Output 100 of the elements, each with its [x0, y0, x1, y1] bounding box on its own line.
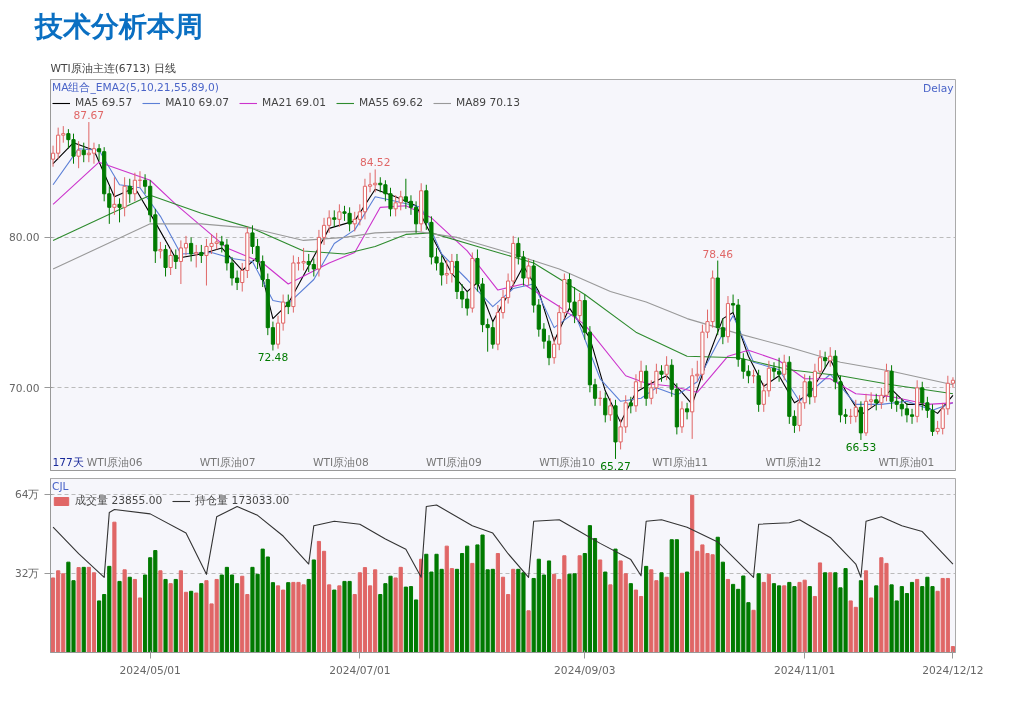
- bar: [613, 548, 618, 653]
- bar: [332, 589, 337, 653]
- annotation: WTI原油12: [765, 455, 822, 469]
- annotation: 87.67: [73, 109, 105, 123]
- annotation: 84.52: [359, 156, 391, 170]
- bar: [408, 586, 414, 653]
- bar: [915, 578, 920, 653]
- line-series: [52, 223, 954, 386]
- annotation: WTI原油11: [652, 455, 709, 469]
- bar: [526, 610, 531, 653]
- bar: [598, 559, 603, 653]
- candlestick: [81, 142, 86, 163]
- candlestick: [577, 292, 582, 323]
- bar: [603, 571, 608, 653]
- candlestick: [807, 375, 812, 405]
- bar: [659, 572, 664, 653]
- bar: [756, 573, 761, 653]
- legend-label: 成交量 23855.00: [75, 494, 163, 508]
- annotation: WTI原油08: [312, 455, 369, 469]
- x-tick-label: 2024/09/03: [554, 663, 616, 677]
- bar: [163, 578, 168, 653]
- bar: [771, 583, 777, 653]
- legend-label: MA10 69.07: [165, 96, 230, 109]
- candlestick: [173, 248, 178, 270]
- x-tick-label: 2024/12/12: [922, 663, 984, 677]
- bar: [633, 589, 639, 653]
- bar: [577, 555, 582, 653]
- bar: [587, 525, 593, 653]
- chart-title: 技术分析本周: [35, 9, 203, 45]
- candlestick: [664, 355, 669, 381]
- candlestick: [117, 197, 122, 223]
- candlestick: [168, 247, 173, 276]
- bar: [679, 572, 685, 653]
- candlestick: [163, 244, 168, 277]
- bar: [194, 592, 199, 653]
- candlestick: [76, 140, 81, 169]
- candlestick: [909, 408, 915, 425]
- candlestick: [199, 244, 204, 264]
- bar: [684, 571, 690, 653]
- x-tick-label: 2024/07/01: [329, 663, 391, 677]
- bar: [158, 570, 163, 653]
- candlestick: [413, 200, 419, 234]
- bar: [823, 572, 828, 653]
- candlestick: [771, 361, 777, 380]
- bar: [117, 580, 122, 653]
- bar: [664, 576, 669, 653]
- bar: [275, 585, 281, 653]
- legend-label: MA89 70.13: [455, 96, 520, 109]
- bar: [725, 578, 731, 653]
- bar: [362, 567, 368, 653]
- annotation: Delay: [922, 81, 954, 95]
- annotation: WTI原油01: [878, 455, 935, 469]
- candlestick: [904, 402, 910, 423]
- bar: [76, 567, 81, 653]
- candlestick: [122, 176, 127, 217]
- annotation: WTI原油10: [539, 455, 596, 469]
- candlestick: [684, 402, 690, 420]
- x-tick-label: 2024/11/01: [773, 663, 836, 677]
- y-tick-label: 64万: [14, 488, 40, 502]
- candlestick: [823, 351, 828, 369]
- bar: [858, 580, 863, 653]
- chart-subtitle: WTI原油主连(6713) 日线: [50, 61, 176, 75]
- line-series: [52, 194, 954, 395]
- candlestick: [301, 247, 306, 271]
- bar: [644, 565, 649, 653]
- candlestick: [337, 203, 342, 228]
- bar: [909, 581, 915, 653]
- candlestick: [679, 400, 685, 434]
- legend-title: CJL: [52, 480, 70, 493]
- annotation: 65.27: [600, 459, 631, 473]
- candlestick: [189, 236, 194, 262]
- bar: [608, 584, 613, 653]
- annotation: WTI原油09: [426, 455, 483, 469]
- annotation: WTI原油07: [199, 455, 256, 469]
- bar: [127, 576, 132, 653]
- x-tick-label: 2024/05/01: [119, 663, 181, 677]
- legend-title: MA组合_EMA2(5,10,21,55,89,0): [52, 81, 220, 95]
- candlestick: [91, 142, 97, 165]
- bar: [168, 583, 173, 653]
- annotation: 66.53: [845, 440, 877, 454]
- y-tick-label: 80.00: [8, 231, 40, 245]
- candlestick: [828, 346, 833, 368]
- bar: [546, 560, 552, 653]
- bar: [316, 540, 322, 653]
- bar: [828, 572, 833, 653]
- annotation: 78.46: [702, 247, 734, 261]
- bar: [807, 586, 812, 653]
- candlestick: [127, 178, 132, 204]
- y-tick-label: 32万: [14, 567, 40, 581]
- bar: [628, 583, 633, 653]
- candlestick: [853, 399, 858, 423]
- legend-label: 持仓量 173033.00: [195, 494, 290, 508]
- bar: [751, 609, 756, 653]
- candlestick: [194, 244, 199, 268]
- legend-label: MA55 69.62: [359, 96, 423, 109]
- bar: [199, 583, 204, 653]
- bar: [189, 590, 194, 653]
- annotation: 177天: [52, 455, 84, 469]
- bar: [337, 585, 342, 653]
- legend-label: MA5 69.57: [75, 96, 133, 109]
